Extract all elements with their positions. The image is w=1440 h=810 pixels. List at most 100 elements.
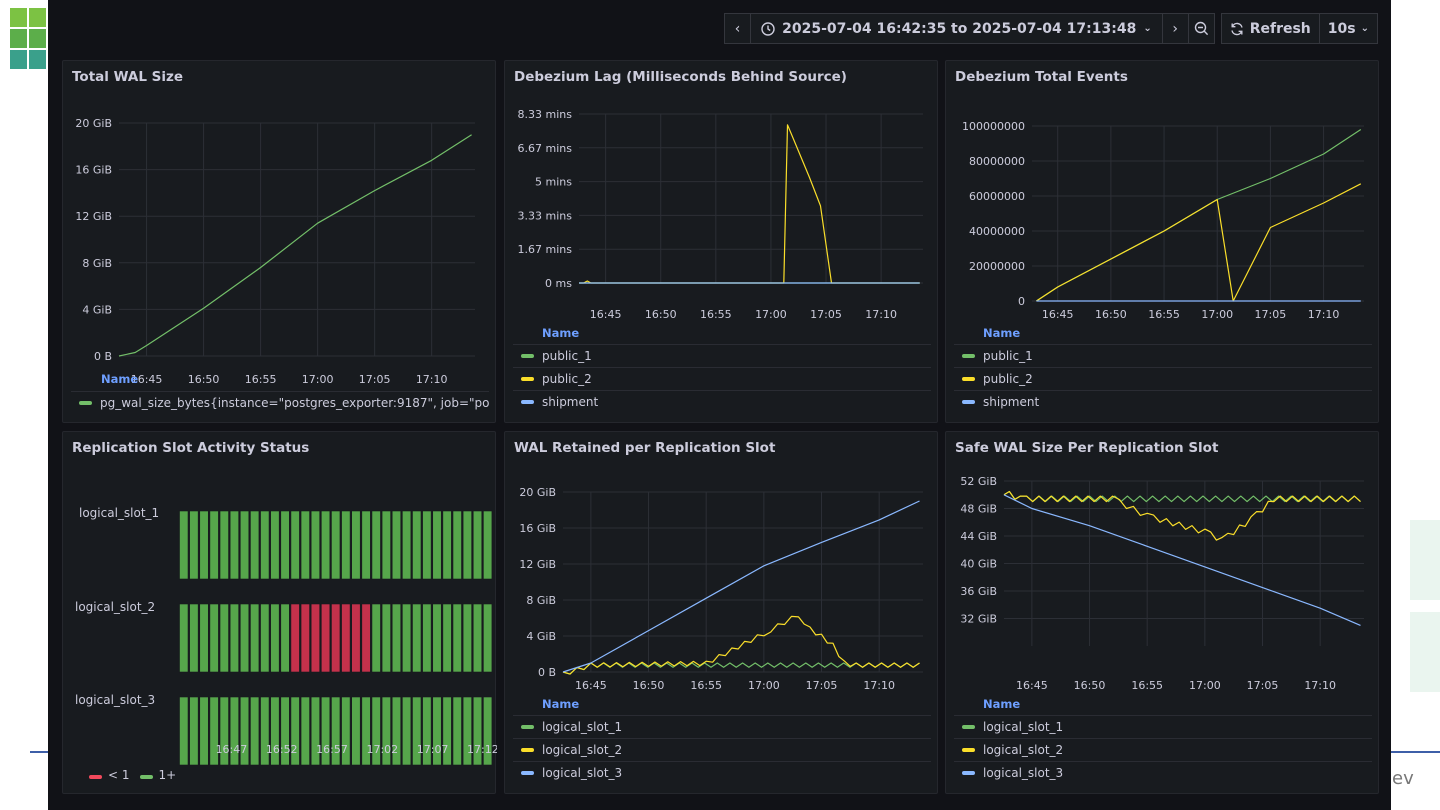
panel-replication-slot-activity: Replication Slot Activity Status logical… bbox=[62, 431, 497, 794]
legend-item[interactable]: 1+ bbox=[139, 768, 176, 782]
state-cell bbox=[280, 603, 290, 673]
legend-item[interactable]: public_2 bbox=[513, 367, 931, 390]
state-cell bbox=[371, 696, 381, 766]
state-cell bbox=[422, 510, 432, 580]
x-tick-label: 17:10 bbox=[1308, 308, 1340, 321]
legend-item[interactable]: shipment bbox=[954, 390, 1372, 413]
state-cell bbox=[260, 696, 270, 766]
state-cell bbox=[391, 603, 402, 673]
y-tick-label: 8.33 mins bbox=[518, 108, 573, 121]
state-cell bbox=[209, 510, 219, 580]
y-tick-label: 0 ms bbox=[545, 277, 572, 290]
state-timeline: 16:47 16:52 16:57 17:02 17:07 17:12 bbox=[179, 510, 497, 766]
x-tick-label: 16:55 bbox=[245, 373, 277, 386]
y-tick-label: 16 GiB bbox=[75, 164, 112, 177]
legend-header: Name bbox=[983, 326, 1021, 340]
state-cell bbox=[331, 603, 341, 673]
slide-text: ev bbox=[1392, 768, 1414, 789]
y-tick-label: 0 B bbox=[94, 350, 112, 363]
panel-title[interactable]: WAL Retained per Replication Slot bbox=[514, 440, 776, 456]
legend-item[interactable]: logical_slot_1 bbox=[513, 715, 931, 738]
state-cell bbox=[229, 603, 239, 673]
legend-item[interactable]: logical_slot_1 bbox=[954, 715, 1372, 738]
state-cell bbox=[229, 696, 239, 766]
legend-swatch bbox=[521, 771, 534, 775]
clock-icon bbox=[761, 21, 775, 36]
state-cell bbox=[189, 603, 199, 673]
legend-header: Name bbox=[542, 326, 580, 340]
refresh-button[interactable]: Refresh bbox=[1220, 13, 1320, 44]
chart-debezium-lag: 0 ms 1.67 mins 3.33 mins 5 mins 6.67 mins 8.3… bbox=[518, 108, 923, 321]
state-cell bbox=[371, 603, 381, 673]
x-tick-label: 16:57 bbox=[316, 743, 348, 756]
legend-item[interactable]: < 1 bbox=[89, 768, 130, 782]
legend-item[interactable]: public_1 bbox=[954, 344, 1372, 367]
slide-divider bbox=[1390, 751, 1440, 753]
state-cell bbox=[351, 510, 361, 580]
legend-item[interactable]: public_2 bbox=[954, 367, 1372, 390]
chevron-down-icon: ⌄ bbox=[1143, 23, 1152, 34]
state-cell bbox=[300, 510, 310, 580]
state-cell bbox=[432, 510, 442, 580]
state-cell bbox=[290, 696, 300, 766]
state-cell bbox=[472, 510, 483, 580]
slot-row-label: logical_slot_3 bbox=[75, 693, 156, 707]
legend-swatch bbox=[89, 775, 102, 779]
x-tick-label: 17:10 bbox=[1304, 679, 1336, 692]
state-cell bbox=[321, 603, 331, 673]
legend-item[interactable]: logical_slot_2 bbox=[513, 738, 931, 761]
panel-title[interactable]: Debezium Lag (Milliseconds Behind Source… bbox=[514, 69, 847, 85]
state-cell bbox=[412, 603, 422, 673]
state-cell bbox=[452, 603, 462, 673]
state-cell bbox=[300, 603, 310, 673]
state-cell bbox=[442, 510, 452, 580]
time-range-picker[interactable]: 2025-07-04 16:42:35 to 2025-07-04 17:13:… bbox=[750, 13, 1163, 44]
legend-item[interactable]: public_1 bbox=[513, 344, 931, 367]
legend-swatch bbox=[962, 377, 975, 381]
panel-title[interactable]: Total WAL Size bbox=[72, 69, 183, 85]
x-tick-label: 17:10 bbox=[865, 308, 897, 321]
time-range-back-button[interactable]: ‹ bbox=[724, 13, 752, 44]
state-cell bbox=[361, 510, 371, 580]
state-cell bbox=[462, 510, 472, 580]
legend-label: public_2 bbox=[542, 372, 592, 386]
legend-item[interactable]: shipment bbox=[513, 390, 931, 413]
time-range-forward-button[interactable]: › bbox=[1161, 13, 1189, 44]
x-tick-label: 16:50 bbox=[645, 308, 677, 321]
state-cell bbox=[280, 696, 290, 766]
legend-label: logical_slot_1 bbox=[542, 720, 623, 734]
legend-item[interactable]: logical_slot_3 bbox=[513, 761, 931, 784]
state-cell bbox=[371, 510, 381, 580]
y-tick-label: 100000000 bbox=[962, 120, 1025, 133]
legend-swatch bbox=[521, 725, 534, 729]
state-cell bbox=[351, 696, 361, 766]
x-tick-label: 17:02 bbox=[366, 743, 398, 756]
panel-title[interactable]: Debezium Total Events bbox=[955, 69, 1128, 85]
y-tick-label: 4 GiB bbox=[82, 303, 112, 316]
y-tick-label: 40 GiB bbox=[960, 558, 997, 571]
panel-title[interactable]: Safe WAL Size Per Replication Slot bbox=[955, 440, 1219, 456]
state-cell bbox=[209, 603, 219, 673]
state-cell bbox=[442, 696, 452, 766]
state-cell bbox=[452, 696, 462, 766]
legend-item[interactable]: pg_wal_size_bytes{instance="postgres_exp… bbox=[71, 391, 489, 414]
refresh-interval-picker[interactable]: 10s ⌄ bbox=[1318, 13, 1378, 44]
legend-label: logical_slot_1 bbox=[983, 720, 1064, 734]
x-tick-label: 16:55 bbox=[690, 679, 722, 692]
legend-item[interactable]: logical_slot_3 bbox=[954, 761, 1372, 784]
x-tick-label: 16:52 bbox=[266, 743, 298, 756]
legend-label: public_1 bbox=[983, 349, 1033, 363]
series-line-logical_slot_1 bbox=[1003, 490, 1361, 503]
zoom-out-button[interactable] bbox=[1187, 13, 1215, 44]
x-tick-label: 17:05 bbox=[806, 679, 838, 692]
state-cell bbox=[270, 510, 280, 580]
panel-title[interactable]: Replication Slot Activity Status bbox=[72, 440, 310, 456]
state-cell bbox=[260, 603, 270, 673]
state-cell bbox=[391, 510, 402, 580]
state-cell bbox=[341, 696, 351, 766]
slide-logo bbox=[10, 8, 50, 74]
state-cell bbox=[179, 510, 189, 580]
x-tick-label: 17:05 bbox=[1255, 308, 1287, 321]
legend-item[interactable]: logical_slot_2 bbox=[954, 738, 1372, 761]
legend-label: public_2 bbox=[983, 372, 1033, 386]
